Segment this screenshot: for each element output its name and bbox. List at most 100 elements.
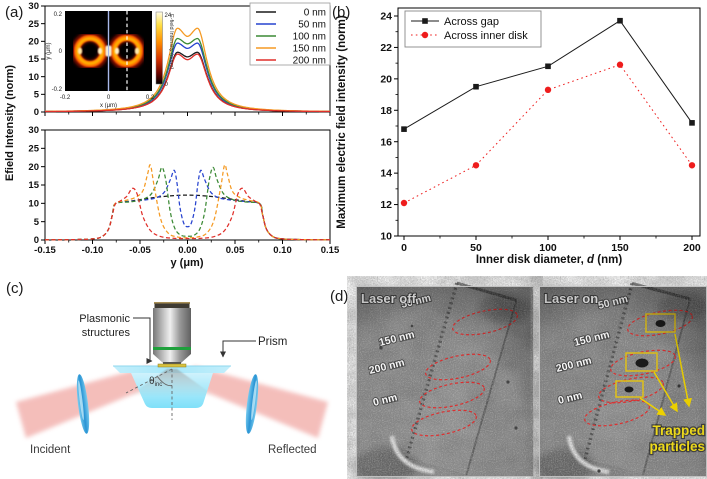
tick-label: 10 xyxy=(28,199,39,210)
dashed-curve-200nm xyxy=(44,187,331,241)
tick-label: 50 xyxy=(470,242,482,254)
dashed-curve-100nm xyxy=(44,166,331,241)
panel-b-label: (b) xyxy=(332,4,350,21)
plasmonic-structures-label-line1: Plasmonic xyxy=(79,313,130,325)
tick-label: 5 xyxy=(34,217,40,228)
panel-b: (b) Maximum electric field intensity (no… xyxy=(332,4,701,266)
reflected-label: Reflected xyxy=(268,444,317,456)
inset-heatmap: 0.2 0 -0.2 y (μm) -0.2 0 0.2 x (μm) 24 0… xyxy=(46,11,174,109)
legend-box xyxy=(249,2,331,66)
data-point-circle xyxy=(544,86,552,94)
panel-c-label: (c) xyxy=(6,280,24,297)
tick-label: 30 xyxy=(28,125,39,136)
panel-b-frame xyxy=(397,7,701,237)
objective-green-ring xyxy=(153,347,191,350)
panel-a-label: (a) xyxy=(5,4,23,21)
tick-label: 15 xyxy=(28,180,39,191)
inset-ytick-top: 0.2 xyxy=(54,12,63,18)
inset-xtick-left: -0.2 xyxy=(60,95,71,101)
tick-label: 50 nm xyxy=(298,19,326,30)
tick-label: 100 xyxy=(539,242,557,254)
inset-colorbar-label: E-field Intensity (norm) xyxy=(168,14,174,69)
tick-label: 0.10 xyxy=(273,245,292,256)
tick-label: 15 xyxy=(28,54,39,65)
panel-b-legend: Across gap Across inner disk xyxy=(404,10,542,48)
micrograph-laser-on: 50 nm 150 nm 200 nm 0 nm Trapped particl… xyxy=(535,281,707,479)
tick-label: -0.10 xyxy=(82,245,104,256)
data-point-square xyxy=(545,63,551,70)
inset-ylabel: y (μm) xyxy=(46,42,52,59)
tick-label: 200 xyxy=(683,242,701,254)
data-point-circle xyxy=(688,162,696,169)
micrograph-laser-off: 50 nm 150 nm 200 nm 0 nm Laser off xyxy=(354,281,534,479)
plasmonic-structures-label-line2: structures xyxy=(82,327,131,339)
dashed-curve-150nm xyxy=(44,164,331,241)
tick-label: 150 nm xyxy=(293,43,326,54)
panel-d: (d) xyxy=(330,281,707,479)
prism-label: Prism xyxy=(258,336,287,348)
tick-label: 0.15 xyxy=(321,245,340,256)
tick-label: 24 xyxy=(380,11,392,23)
panel-a: (a) Efield Intensity (norm) y (μm) 0 5 10 1… xyxy=(4,1,340,269)
tick-label: 22 xyxy=(380,42,392,54)
legend-marker-circle xyxy=(421,31,429,39)
tick-label: 18 xyxy=(380,105,392,117)
reflected-lens xyxy=(245,374,259,434)
inset-xlabel: x (μm) xyxy=(100,103,117,109)
tick-label: 10 xyxy=(380,231,392,243)
plasmonic-structures-arrow xyxy=(133,317,153,364)
panel-a-plots: 0 5 10 15 20 25 30 0 5 10 15 20 25 30 -0.15 -0.10 -0.05 0… xyxy=(28,1,340,256)
tick-label: 200 nm xyxy=(293,55,326,66)
data-point-circle xyxy=(400,199,408,207)
tick-label: 5 xyxy=(34,90,40,101)
incidence-angle-label: θinc xyxy=(149,376,162,388)
panel-d-label: (d) xyxy=(330,288,348,305)
dashed-curve-50nm xyxy=(44,169,331,241)
series-line-circle xyxy=(403,64,693,204)
data-point-square xyxy=(689,120,695,126)
data-point-circle xyxy=(472,162,480,169)
tick-label: -0.05 xyxy=(129,245,151,256)
microscope-objective xyxy=(153,302,191,364)
tick-label: 25 xyxy=(28,19,39,30)
tick-label: 0 nm xyxy=(304,7,326,18)
tick-label: 16 xyxy=(380,136,392,148)
incident-beam xyxy=(16,366,160,438)
tick-label: Across inner disk xyxy=(444,30,528,42)
incident-lens xyxy=(76,374,90,434)
data-point-square xyxy=(617,17,623,24)
panel-a-ylabel: Efield Intensity (norm) xyxy=(4,65,16,181)
tick-label: 20 xyxy=(380,73,392,85)
inset-left-ring xyxy=(71,32,109,70)
tick-label: 150 xyxy=(611,242,629,254)
panel-c: (c) xyxy=(6,280,328,456)
tick-label: 0.05 xyxy=(226,245,245,256)
tick-label: 0.00 xyxy=(178,245,197,256)
tick-label: 20 xyxy=(28,162,39,173)
tick-label: 30 xyxy=(28,1,39,12)
panel-a-xlabel: y (μm) xyxy=(170,257,203,269)
panel-b-ylabel: Maximum electric field intensity (norm) xyxy=(336,15,348,229)
dashed-curve-0nm xyxy=(44,194,331,241)
data-point-square xyxy=(473,83,479,90)
legend-box xyxy=(404,10,542,48)
curve-200nm xyxy=(44,53,330,113)
prism-arrow xyxy=(220,340,256,358)
inset-colorbar-min: 0 xyxy=(165,82,169,88)
tick-label: Across gap xyxy=(444,16,499,28)
legend-marker-square xyxy=(422,18,428,24)
tick-label: 12 xyxy=(380,199,392,211)
tick-label: -0.15 xyxy=(34,245,56,256)
inset-xtick-right: 0.2 xyxy=(146,95,155,101)
inset-colorbar xyxy=(155,11,163,85)
incidence-angle-arc xyxy=(156,375,173,387)
incident-label: Incident xyxy=(30,444,71,456)
data-point-square xyxy=(401,126,407,132)
inset-ytick-bot: -0.2 xyxy=(52,87,63,93)
inset-colorbar-max: 24 xyxy=(165,13,172,19)
tick-label: 10 xyxy=(28,72,39,83)
tick-label: 0 xyxy=(34,107,39,118)
